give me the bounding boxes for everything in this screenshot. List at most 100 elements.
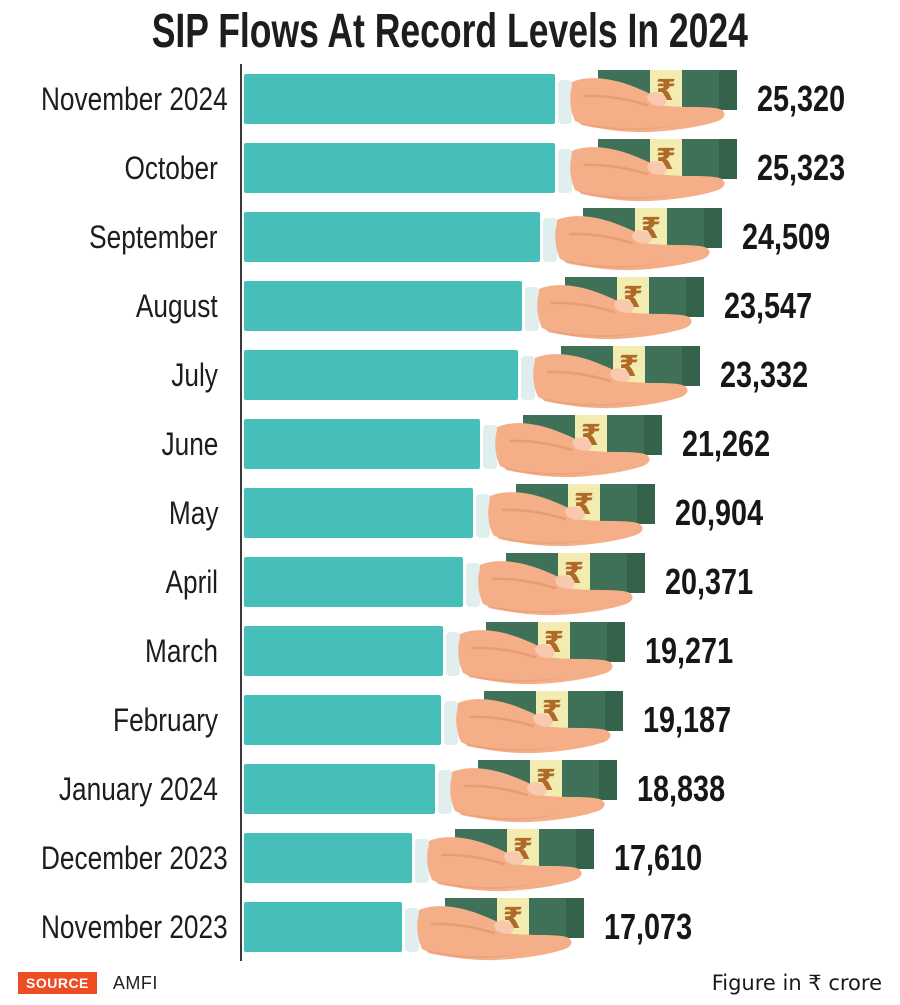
- sleeve-cuff: [521, 355, 536, 400]
- hand-holding-cash-icon: ₹: [525, 276, 705, 339]
- category-label-cell: July: [0, 359, 240, 391]
- sip-flow-bar: [244, 280, 523, 331]
- sip-flow-bar: [244, 763, 435, 814]
- category-label-cell: May: [0, 497, 240, 529]
- value-label: 19,271: [644, 629, 733, 671]
- hand: [570, 146, 725, 201]
- sip-flow-bar: [244, 142, 555, 193]
- title-bar: SIP Flows At Record Levels In 2024: [0, 0, 900, 64]
- chart-row: February ₹ 19,187: [0, 685, 900, 754]
- sip-flow-bar: [244, 487, 473, 538]
- month-label: February: [113, 701, 218, 738]
- category-label-cell: December 2023: [0, 842, 240, 874]
- hand: [449, 767, 605, 822]
- plot-area: ₹ 23,547: [240, 271, 900, 340]
- sip-flow-bar: [244, 349, 519, 400]
- sleeve-cuff: [557, 79, 572, 124]
- value-label: 19,187: [643, 698, 732, 740]
- sleeve-cuff: [405, 907, 419, 952]
- sip-flow-bar: [244, 211, 540, 262]
- value-label: 17,610: [614, 836, 703, 878]
- category-label-cell: March: [0, 635, 240, 667]
- sleeve-cuff: [444, 700, 459, 745]
- hand-holding-cash-icon: ₹: [415, 828, 594, 891]
- sleeve-cuff: [466, 562, 481, 607]
- value-label: 20,371: [665, 560, 754, 602]
- hand: [570, 77, 725, 132]
- chart-row: September ₹ 24,509: [0, 202, 900, 271]
- source-name: AMFI: [112, 972, 158, 993]
- rupee-note: ₹: [484, 690, 624, 731]
- sip-flow-bar: [244, 556, 464, 607]
- hand-holding-cash-icon: ₹: [405, 897, 584, 960]
- hand: [533, 353, 688, 408]
- sleeve-cuff: [476, 493, 490, 538]
- month-label: November 2023: [40, 908, 228, 945]
- hand: [458, 629, 613, 684]
- page-title: SIP Flows At Record Levels In 2024: [151, 5, 749, 58]
- hand: [488, 491, 643, 546]
- hand-holding-cash-icon: ₹: [558, 138, 737, 201]
- plot-area: ₹ 25,320: [240, 64, 900, 133]
- plot-area: ₹ 24,509: [240, 202, 900, 271]
- hand-holding-cash-icon: ₹: [521, 345, 701, 408]
- hand: [456, 698, 611, 753]
- plot-area: ₹ 20,904: [240, 478, 900, 547]
- month-label: November 2024: [40, 80, 228, 117]
- plot-area: ₹ 19,187: [240, 685, 900, 754]
- sip-flow-bar: [244, 73, 555, 124]
- sleeve-cuff: [525, 286, 540, 331]
- sleeve-cuff: [437, 769, 452, 814]
- value-label: 18,838: [636, 767, 725, 809]
- chart-row: November 2023 ₹ 17,0: [0, 892, 900, 961]
- hand-holding-cash-icon: ₹: [542, 207, 722, 270]
- value-label: 24,509: [741, 215, 830, 257]
- month-label: April: [165, 563, 218, 600]
- value-label: 23,332: [720, 353, 809, 395]
- footer: SOURCE AMFI Figure in ₹ crore: [0, 963, 900, 1003]
- sip-flow-bar: [244, 832, 412, 883]
- hand: [494, 422, 650, 477]
- category-label-cell: August: [0, 290, 240, 322]
- chart-row: April ₹ 20,371: [0, 547, 900, 616]
- sleeve-cuff: [558, 148, 572, 193]
- plot-area: ₹ 23,332: [240, 340, 900, 409]
- value-label: 25,320: [756, 77, 845, 119]
- hand-holding-cash-icon: ₹: [557, 69, 737, 132]
- category-label-cell: October: [0, 152, 240, 184]
- value-label: 17,073: [604, 905, 693, 947]
- plot-area: ₹ 19,271: [240, 616, 900, 685]
- sip-flow-bar: [244, 418, 480, 469]
- category-label-cell: February: [0, 704, 240, 736]
- value-label: 20,904: [675, 491, 764, 533]
- source-block: SOURCE AMFI: [18, 972, 158, 994]
- unit-note: Figure in ₹ crore: [711, 971, 882, 995]
- hand-holding-cash-icon: ₹: [444, 690, 624, 753]
- value-label: 25,323: [757, 146, 846, 188]
- source-badge: SOURCE: [18, 972, 97, 994]
- chart-row: November 2024 ₹ 25,3: [0, 64, 900, 133]
- value-label: 23,547: [724, 284, 813, 326]
- month-label: March: [145, 632, 218, 669]
- sleeve-cuff: [445, 631, 460, 676]
- hand-holding-cash-icon: ₹: [466, 552, 646, 615]
- chart-row: August ₹ 23,547: [0, 271, 900, 340]
- sleeve-cuff: [542, 217, 557, 262]
- month-label: May: [168, 494, 218, 531]
- chart-row: January 2024 ₹ 18,83: [0, 754, 900, 823]
- plot-area: ₹ 18,838: [240, 754, 900, 823]
- chart-row: October ₹ 25,323: [0, 133, 900, 202]
- category-label-cell: November 2024: [0, 83, 240, 115]
- hand-holding-cash-icon: ₹: [482, 414, 662, 477]
- chart-row: May ₹ 20,904: [0, 478, 900, 547]
- sip-flow-bar: [244, 694, 442, 745]
- sip-flow-bar: [244, 901, 402, 952]
- category-label-cell: November 2023: [0, 911, 240, 943]
- plot-area: ₹ 17,073: [240, 892, 900, 961]
- chart-row: March ₹ 19,271: [0, 616, 900, 685]
- hand: [427, 836, 582, 891]
- hand-holding-cash-icon: ₹: [437, 759, 617, 822]
- hand: [537, 284, 692, 339]
- month-label: October: [124, 149, 218, 186]
- sip-flows-bar-chart: November 2024 ₹ 25,3: [0, 64, 900, 961]
